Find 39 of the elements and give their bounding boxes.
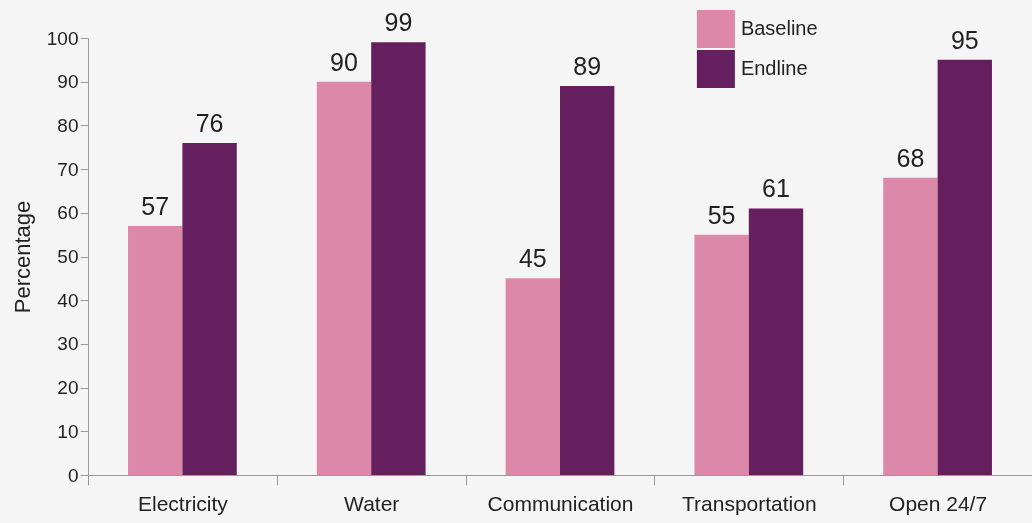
data-label: 89: [573, 52, 602, 81]
x-tick-label: Transportation: [681, 491, 817, 515]
legend-label: Baseline: [740, 17, 818, 39]
y-tick-label: 50: [57, 246, 79, 267]
data-label: 90: [330, 47, 358, 76]
y-tick-label: 20: [57, 377, 79, 399]
data-label: 76: [195, 108, 224, 137]
bar: [316, 81, 372, 475]
y-tick-label: 0: [67, 464, 79, 486]
bar: [748, 208, 804, 475]
x-tick-label: Communication: [487, 491, 634, 515]
y-tick-label: 30: [57, 333, 79, 355]
bar: [128, 225, 183, 475]
y-tick-label: 90: [57, 71, 79, 93]
y-tick-label: 80: [57, 114, 79, 136]
bar: [505, 278, 560, 475]
legend-label: Endline: [740, 57, 808, 79]
data-label: 99: [384, 8, 413, 37]
x-tick-label: Electricity: [137, 491, 229, 515]
data-label: 45: [518, 244, 547, 273]
y-tick-label: 100: [46, 27, 79, 49]
data-label: 57: [141, 191, 170, 220]
y-tick-label: 10: [57, 420, 79, 442]
bar: [937, 59, 992, 475]
x-tick-label: Water: [344, 491, 400, 515]
bar: [560, 86, 615, 475]
bar: [182, 142, 237, 475]
y-tick-label: 70: [57, 158, 79, 180]
data-label: 55: [707, 200, 736, 229]
y-tick-label: 60: [57, 202, 79, 224]
y-tick-label: 40: [57, 289, 79, 311]
data-label: 61: [762, 174, 790, 203]
bar: [694, 234, 749, 475]
x-tick-label: Open 24/7: [889, 491, 988, 515]
y-axis-title: Percentage: [9, 200, 35, 314]
bar: [883, 177, 938, 475]
bar: [371, 42, 426, 475]
data-label: 95: [950, 25, 979, 54]
data-label: 68: [896, 143, 925, 172]
